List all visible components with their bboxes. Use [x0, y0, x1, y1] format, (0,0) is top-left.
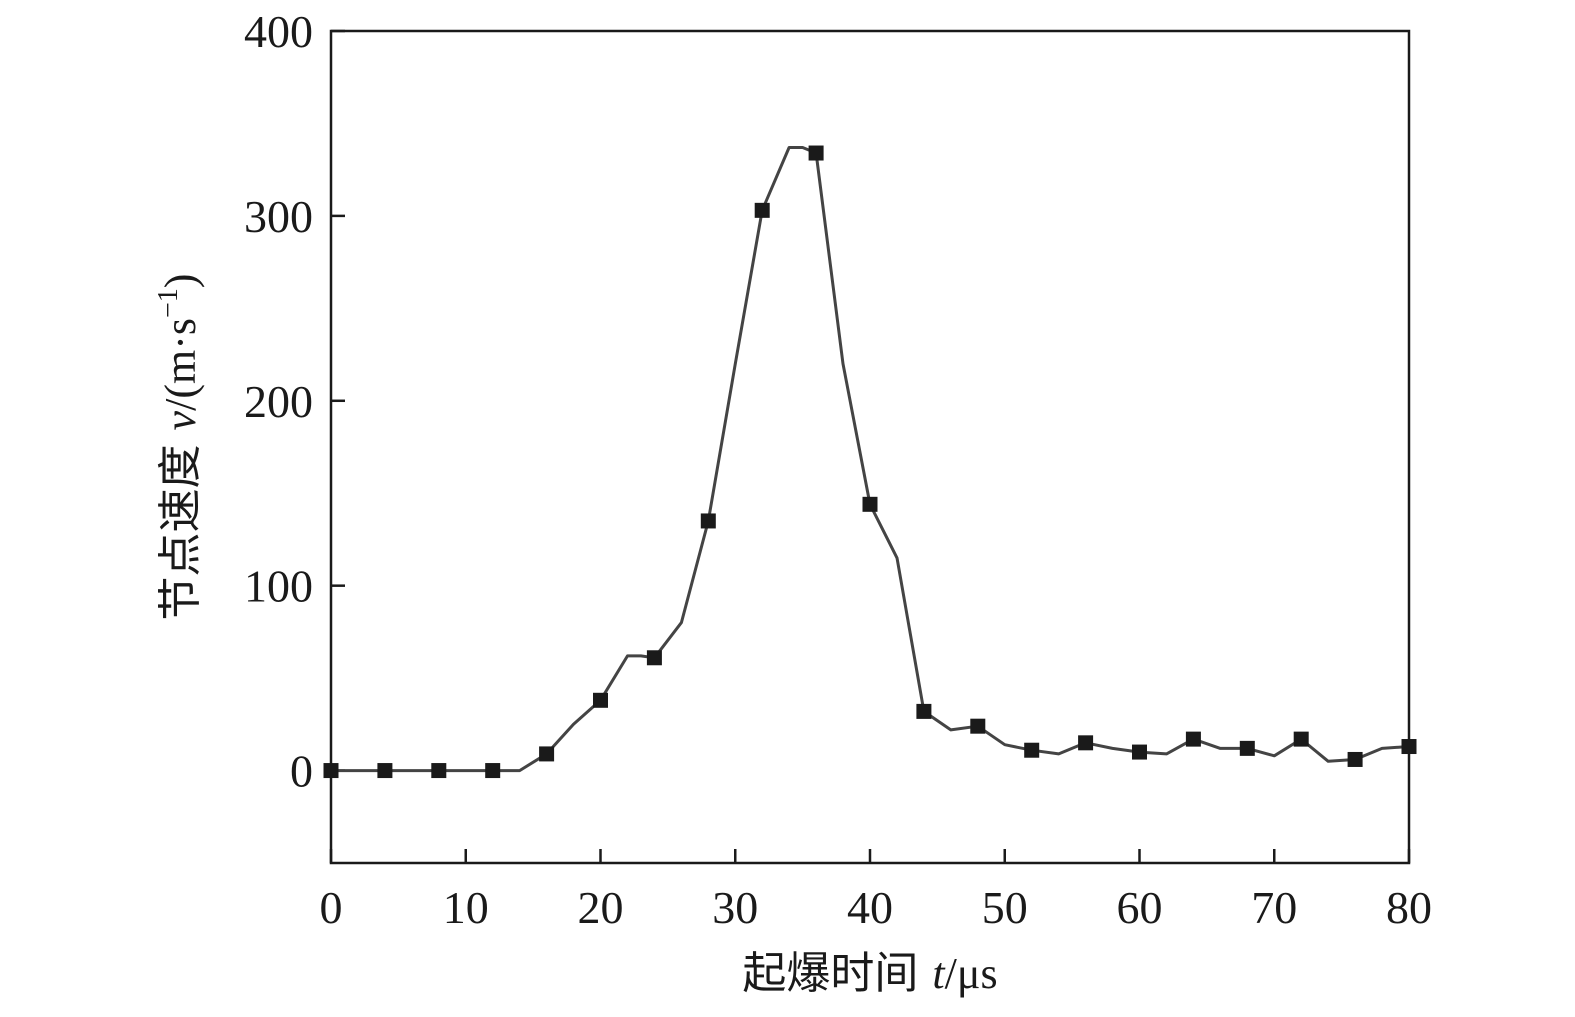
- data-point-marker: [1293, 731, 1309, 747]
- y-tick-label: 400: [244, 6, 313, 57]
- x-axis-title-prefix: 起爆时间: [742, 948, 932, 999]
- y-axis-title-close: ): [156, 274, 205, 289]
- data-point-marker: [539, 746, 555, 762]
- x-axis-title: 起爆时间 t/μs: [742, 948, 997, 999]
- data-point-marker: [970, 718, 986, 734]
- y-tick-label: 200: [244, 376, 313, 427]
- x-tick-label: 10: [443, 882, 489, 933]
- x-axis-title-symbol: t: [932, 949, 946, 998]
- data-point-marker: [1347, 751, 1363, 767]
- data-point-marker: [754, 202, 770, 218]
- data-point-marker: [1132, 744, 1147, 760]
- y-axis-title-superscript: −1: [153, 288, 184, 318]
- y-axis-title-prefix: 节点速度: [155, 430, 206, 620]
- data-point-marker: [593, 692, 608, 708]
- x-tick-label: 60: [1117, 882, 1163, 933]
- data-point-marker: [700, 513, 716, 529]
- y-axis-title-unit: /(m·s: [156, 318, 205, 411]
- data-point-marker: [431, 763, 447, 779]
- data-point-marker: [377, 763, 393, 779]
- x-tick-label: 50: [982, 882, 1028, 933]
- x-axis-ticks: [329, 849, 1411, 863]
- data-point-marker: [808, 145, 824, 161]
- data-point-marker: [1078, 735, 1094, 751]
- y-tick-label: 100: [244, 561, 313, 612]
- y-axis-tick-labels: 0 100 200 300 400: [244, 6, 313, 797]
- y-axis-title: 节点速度 v/(m·s−1): [153, 274, 206, 621]
- plot-frame: [329, 29, 1411, 865]
- data-point-marker: [1185, 731, 1201, 747]
- data-point-marker: [916, 703, 932, 719]
- data-point-marker: [485, 763, 501, 779]
- y-axis-ticks: [331, 29, 345, 772]
- x-tick-label: 40: [847, 882, 893, 933]
- x-tick-label: 70: [1251, 882, 1297, 933]
- x-tick-label: 30: [712, 882, 758, 933]
- x-axis-title-unit: /μs: [945, 949, 998, 998]
- y-tick-label: 0: [290, 746, 313, 797]
- data-point-marker: [646, 650, 662, 666]
- data-point-marker: [1401, 739, 1417, 755]
- x-tick-label: 80: [1386, 882, 1432, 933]
- y-axis-title-symbol: v: [156, 410, 205, 430]
- x-tick-label: 0: [320, 882, 343, 933]
- y-tick-label: 300: [244, 191, 313, 242]
- data-point-marker: [1024, 742, 1040, 758]
- series-markers: [323, 145, 1417, 779]
- data-point-marker: [323, 763, 339, 779]
- x-tick-label: 20: [578, 882, 624, 933]
- data-point-marker: [1239, 740, 1255, 756]
- data-point-marker: [862, 496, 878, 512]
- series-line: [331, 146, 1410, 773]
- x-axis-tick-labels: 0 10 20 30 40 50 60 70 80: [320, 882, 1433, 933]
